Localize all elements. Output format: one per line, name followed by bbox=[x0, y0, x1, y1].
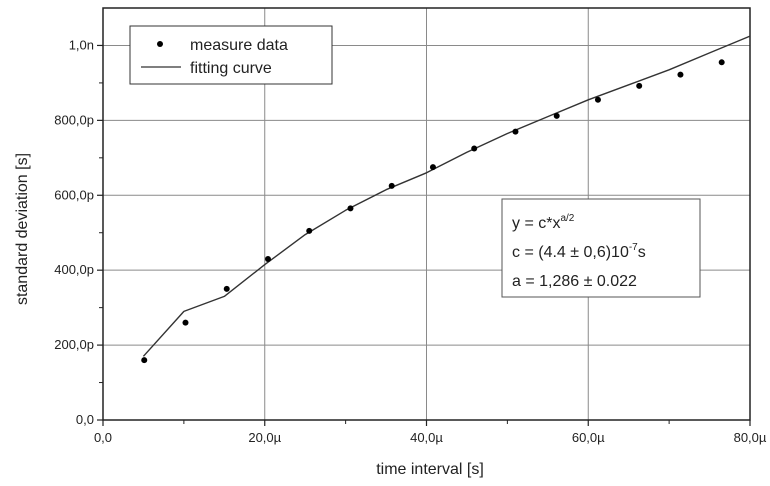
legend-box bbox=[129, 25, 333, 85]
data-point bbox=[223, 285, 230, 292]
data-point bbox=[677, 71, 684, 78]
data-point bbox=[636, 82, 643, 89]
x-tick-label: 60,0µ bbox=[572, 430, 605, 445]
x-tick-label: 80,0µ bbox=[734, 430, 767, 445]
annotation-c-value: c = (4.4 ± 0,6)10-7s bbox=[512, 242, 646, 261]
x-axis-label: time interval [s] bbox=[376, 461, 484, 478]
annotation-formula: y = c*xa/2 bbox=[512, 213, 575, 232]
annotation-c-sup: -7 bbox=[629, 242, 638, 253]
y-tick-label: 0,0 bbox=[76, 412, 94, 427]
data-point bbox=[388, 182, 395, 189]
legend: measure data fitting curve bbox=[129, 25, 333, 85]
data-point bbox=[347, 205, 354, 212]
data-point bbox=[306, 227, 313, 234]
y-axis-ticks: 0,0 200,0p 400,0p 600,0p 800,0p 1,0n bbox=[54, 37, 103, 427]
annotation-box bbox=[501, 198, 701, 298]
annotation-formula-sup: a/2 bbox=[560, 213, 574, 224]
data-point bbox=[264, 255, 271, 262]
x-tick-label: 40,0µ bbox=[410, 430, 443, 445]
x-tick-label: 0,0 bbox=[94, 430, 112, 445]
data-point bbox=[182, 319, 189, 326]
data-point bbox=[512, 128, 519, 135]
data-point bbox=[594, 96, 601, 103]
fit-annotation: y = c*xa/2 c = (4.4 ± 0,6)10-7s a = 1,28… bbox=[501, 198, 701, 298]
y-tick-label: 200,0p bbox=[54, 337, 94, 352]
y-tick-label: 800,0p bbox=[54, 112, 94, 127]
data-point bbox=[141, 357, 148, 364]
data-point bbox=[553, 112, 560, 119]
data-point bbox=[718, 59, 725, 66]
grid-lines bbox=[103, 8, 750, 420]
fitting-curve-line bbox=[142, 35, 751, 357]
y-tick-label: 600,0p bbox=[54, 187, 94, 202]
y-tick-label: 400,0p bbox=[54, 262, 94, 277]
x-tick-label: 20,0µ bbox=[248, 430, 281, 445]
annotation-c-tail: s bbox=[638, 244, 646, 261]
annotation-a-value: a = 1,286 ± 0.022 bbox=[512, 273, 637, 290]
series-layer bbox=[141, 35, 751, 364]
data-point bbox=[429, 164, 436, 171]
y-tick-label: 1,0n bbox=[69, 37, 94, 52]
annotation-formula-base: y = c*x bbox=[512, 215, 560, 232]
y-axis-label: standard deviation [s] bbox=[14, 153, 31, 305]
x-axis-ticks: 0,0 20,0µ 40,0µ 60,0µ 80,0µ bbox=[94, 420, 767, 445]
data-point bbox=[471, 145, 478, 152]
annotation-c-base: c = (4.4 ± 0,6)10 bbox=[512, 244, 629, 261]
legend-marker-measure-data bbox=[157, 41, 163, 47]
legend-label-fitting-curve: fitting curve bbox=[190, 60, 272, 77]
legend-label-measure-data: measure data bbox=[190, 37, 288, 54]
